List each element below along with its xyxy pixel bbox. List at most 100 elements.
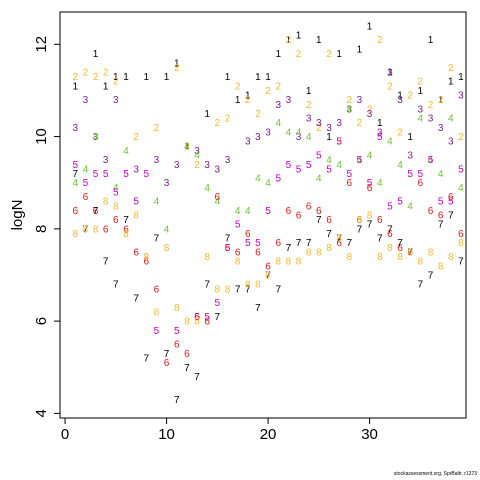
data-point-age-4: 4: [255, 174, 261, 185]
data-point-age-3: 3: [133, 164, 139, 175]
data-point-age-6: 6: [286, 206, 292, 217]
data-point-age-5: 5: [194, 312, 200, 323]
data-point-age-6: 6: [296, 211, 302, 222]
data-point-age-4: 4: [235, 206, 241, 217]
data-point-age-5: 5: [154, 326, 160, 337]
data-point-age-7: 7: [458, 257, 464, 268]
data-point-age-2: 2: [397, 127, 403, 138]
data-point-age-5: 5: [255, 238, 261, 249]
data-point-age-5: 5: [235, 220, 241, 231]
data-point-age-2: 2: [184, 141, 190, 152]
credit-text: stockassessment.org, SprBaltr, r1373: [393, 471, 477, 477]
data-point-age-5: 5: [245, 238, 251, 249]
data-point-age-2: 2: [316, 123, 322, 134]
data-point-age-6: 6: [428, 206, 434, 217]
data-point-age-7: 7: [448, 211, 454, 222]
x-tick-label: 10: [158, 426, 175, 443]
data-point-age-3: 3: [215, 164, 221, 175]
data-point-age-2: 2: [93, 72, 99, 83]
data-point-age-7: 7: [83, 224, 89, 235]
data-point-age-1: 1: [275, 49, 281, 60]
data-point-age-5: 5: [306, 160, 312, 171]
data-point-age-6: 6: [215, 192, 221, 203]
data-point-age-8: 8: [225, 284, 231, 295]
data-point-age-7: 7: [316, 215, 322, 226]
data-point-age-3: 3: [326, 123, 332, 134]
data-point-age-8: 8: [286, 257, 292, 268]
data-point-age-1: 1: [164, 72, 170, 83]
data-point-age-1: 1: [418, 86, 424, 97]
data-point-age-7: 7: [255, 303, 261, 314]
data-point-age-4: 4: [265, 178, 271, 189]
data-point-age-5: 5: [215, 298, 221, 309]
data-point-age-2: 2: [215, 118, 221, 129]
data-point-age-1: 1: [103, 81, 109, 92]
data-point-age-1: 1: [357, 44, 363, 55]
data-point-age-6: 6: [255, 247, 261, 258]
data-point-age-7: 7: [367, 220, 373, 231]
data-point-age-1: 1: [367, 21, 373, 32]
data-point-age-4: 4: [306, 132, 312, 143]
data-point-age-1: 1: [428, 35, 434, 46]
data-point-age-8: 8: [397, 252, 403, 263]
data-point-age-6: 6: [235, 247, 241, 258]
data-point-age-7: 7: [428, 270, 434, 281]
data-point-age-2: 2: [83, 67, 89, 78]
data-point-age-5: 5: [407, 169, 413, 180]
data-point-age-3: 3: [316, 118, 322, 129]
data-point-age-5: 5: [377, 132, 383, 143]
data-point-age-7: 7: [326, 229, 332, 240]
data-point-age-3: 3: [397, 95, 403, 106]
data-point-age-1: 1: [245, 91, 251, 102]
data-point-age-3: 3: [255, 132, 261, 143]
data-point-age-1: 1: [448, 77, 454, 88]
data-point-age-6: 6: [184, 349, 190, 360]
data-point-age-8: 8: [357, 215, 363, 226]
data-point-age-4: 4: [346, 104, 352, 115]
data-point-age-8: 8: [103, 197, 109, 208]
data-point-age-7: 7: [194, 372, 200, 383]
data-point-age-8: 8: [143, 252, 149, 263]
data-point-age-8: 8: [377, 252, 383, 263]
data-point-age-6: 6: [377, 215, 383, 226]
data-point-age-2: 2: [103, 67, 109, 78]
data-point-age-6: 6: [225, 243, 231, 254]
data-point-age-2: 2: [265, 86, 271, 97]
data-point-age-6: 6: [133, 247, 139, 258]
data-point-age-7: 7: [296, 238, 302, 249]
data-point-age-7: 7: [154, 234, 160, 245]
data-point-age-4: 4: [336, 160, 342, 171]
data-point-age-1: 1: [458, 72, 464, 83]
data-point-age-6: 6: [346, 178, 352, 189]
data-point-age-8: 8: [174, 303, 180, 314]
data-point-age-2: 2: [367, 104, 373, 115]
data-point-age-4: 4: [204, 183, 210, 194]
y-axis: 4 6 8 10 12: [33, 36, 60, 418]
data-point-age-8: 8: [72, 229, 78, 240]
data-point-age-7: 7: [407, 247, 413, 258]
data-point-age-1: 1: [265, 72, 271, 83]
data-point-age-1: 1: [235, 95, 241, 106]
data-point-age-2: 2: [275, 81, 281, 92]
data-point-age-4: 4: [164, 224, 170, 235]
x-tick-label: 0: [61, 426, 69, 443]
data-point-age-2: 2: [174, 63, 180, 74]
data-point-age-8: 8: [265, 270, 271, 281]
data-point-age-2: 2: [194, 160, 200, 171]
data-point-age-6: 6: [458, 229, 464, 240]
data-point-age-1: 1: [438, 95, 444, 106]
data-point-age-3: 3: [154, 155, 160, 166]
data-point-age-1: 1: [174, 58, 180, 69]
data-point-age-8: 8: [204, 252, 210, 263]
data-point-age-5: 5: [72, 160, 78, 171]
data-point-age-3: 3: [458, 91, 464, 102]
data-point-age-4: 4: [286, 127, 292, 138]
data-point-age-2: 2: [346, 95, 352, 106]
data-point-age-3: 3: [174, 160, 180, 171]
data-point-age-7: 7: [184, 363, 190, 374]
data-point-age-6: 6: [387, 229, 393, 240]
data-point-age-6: 6: [336, 238, 342, 249]
data-point-age-3: 3: [306, 114, 312, 125]
data-point-age-3: 3: [346, 104, 352, 115]
data-point-age-8: 8: [194, 317, 200, 328]
